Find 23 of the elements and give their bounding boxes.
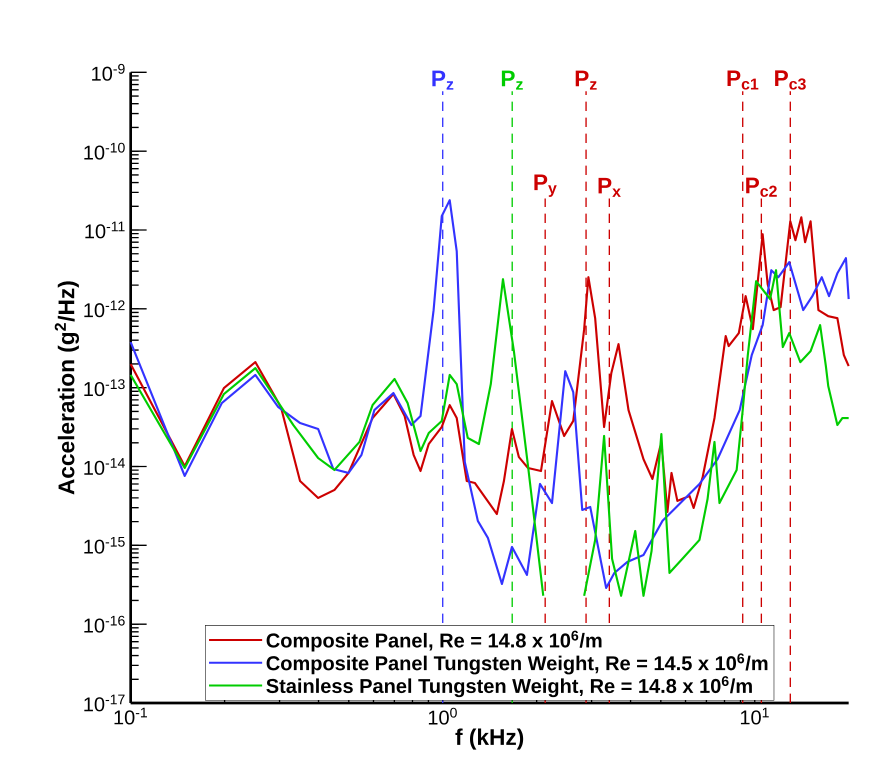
- x-tick-label: 10$^{1}$: [740, 708, 769, 724]
- ref-line-label: P$_{c3}$: [775, 70, 806, 90]
- y-tick-label: 10$^{-13}$: [84, 379, 125, 396]
- ref-line-label: P$_{x}$: [598, 178, 621, 197]
- ref-line-label: P$_{z}$: [576, 70, 597, 90]
- y-tick-label: 10$^{-14}$: [84, 458, 125, 475]
- ref-line-label: P$_{z}$: [432, 70, 454, 90]
- y-tick-label: 10$^{-16}$: [84, 616, 125, 633]
- legend-label: Composite Panel Tungsten Weight, Re = 14.5 x 10$^{6}$/m: [266, 653, 768, 674]
- y-tick-label: 10$^{-15}$: [84, 536, 125, 554]
- y-tick-label: 10$^{-12}$: [84, 300, 125, 318]
- ref-line-label: P$_{c2}$: [746, 178, 777, 197]
- ref-line-label: P$_{y}$: [534, 174, 557, 197]
- x-tick-label: 10$^{0}$: [428, 708, 457, 725]
- ref-line-label: P$_{c1}$: [728, 70, 758, 90]
- legend-label: Composite Panel, Re = 14.8 x 10$^{6}$/m: [266, 630, 602, 652]
- ref-line-label: P$_{z}$: [502, 70, 523, 90]
- y-tick-label: 10$^{-9}$: [92, 64, 125, 81]
- y-tick-label: 10$^{-11}$: [85, 222, 125, 238]
- y-axis-title: Acceleration (g$^{2}$/Hz): [54, 281, 79, 494]
- x-axis-title: f (kHz): [455, 728, 524, 750]
- y-tick-label: 10$^{-10}$: [84, 142, 125, 160]
- legend-label: Stainless Panel Tungsten Weight, Re = 14.8 x 10$^{6}$/m: [266, 676, 752, 698]
